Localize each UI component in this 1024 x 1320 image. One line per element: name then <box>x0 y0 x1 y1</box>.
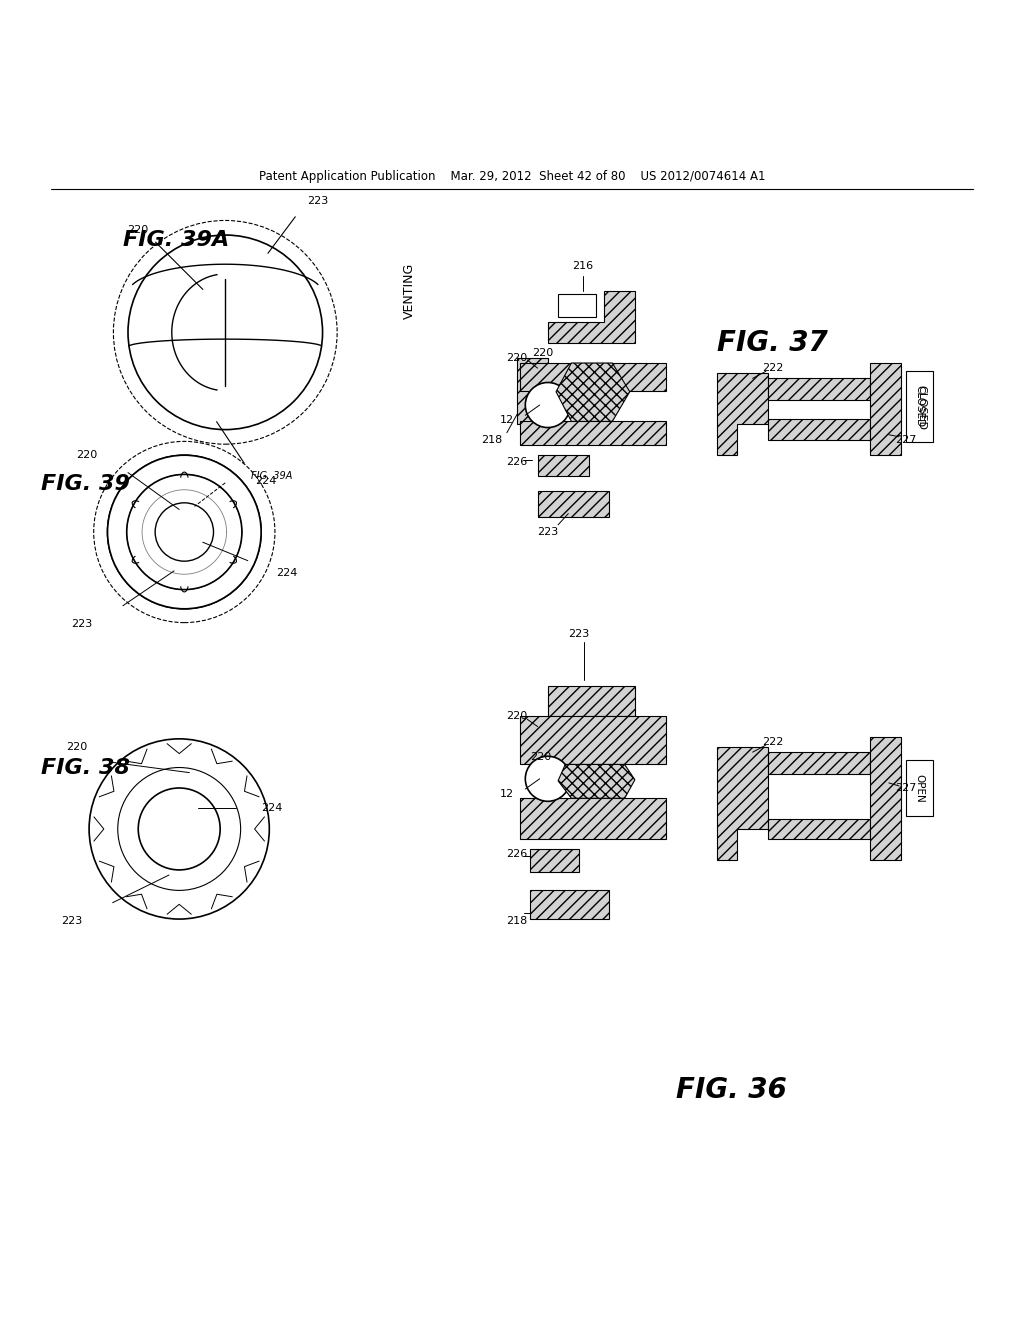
Text: 218: 218 <box>507 916 527 927</box>
Text: 226: 226 <box>507 457 527 467</box>
Circle shape <box>156 503 213 561</box>
Text: FIG. 39: FIG. 39 <box>41 474 130 494</box>
Text: 220: 220 <box>77 450 97 461</box>
Polygon shape <box>530 891 609 919</box>
Polygon shape <box>520 363 666 391</box>
Polygon shape <box>768 379 870 400</box>
Circle shape <box>525 383 570 428</box>
Polygon shape <box>538 491 609 516</box>
Text: 223: 223 <box>61 916 82 927</box>
Text: 216: 216 <box>572 261 593 271</box>
Text: 223: 223 <box>538 527 558 537</box>
Text: CLOSED: CLOSED <box>914 385 925 428</box>
Polygon shape <box>538 455 589 475</box>
Text: VENTING: VENTING <box>403 263 416 319</box>
Polygon shape <box>558 294 596 317</box>
Text: CLOSED: CLOSED <box>916 384 927 429</box>
FancyBboxPatch shape <box>906 371 933 442</box>
Text: FIG. 36: FIG. 36 <box>676 1076 786 1104</box>
Text: 224: 224 <box>256 475 276 486</box>
Text: 220: 220 <box>532 347 553 358</box>
Text: 223: 223 <box>568 630 589 639</box>
Text: 224: 224 <box>261 804 282 813</box>
Text: 220: 220 <box>128 224 148 235</box>
Text: 227: 227 <box>896 434 916 445</box>
Text: 12: 12 <box>500 789 514 799</box>
Polygon shape <box>870 363 901 455</box>
Polygon shape <box>558 764 635 799</box>
Text: 218: 218 <box>481 434 502 445</box>
Polygon shape <box>556 363 630 421</box>
Circle shape <box>138 788 220 870</box>
Text: FIG. 39A: FIG. 39A <box>123 230 229 251</box>
Polygon shape <box>870 737 901 859</box>
Text: 223: 223 <box>307 197 328 206</box>
Text: Patent Application Publication    Mar. 29, 2012  Sheet 42 of 80    US 2012/00746: Patent Application Publication Mar. 29, … <box>259 170 765 183</box>
Polygon shape <box>717 374 768 455</box>
Polygon shape <box>520 717 666 764</box>
Polygon shape <box>717 747 768 859</box>
Polygon shape <box>768 752 870 774</box>
Text: 226: 226 <box>507 849 527 858</box>
Polygon shape <box>530 850 579 873</box>
Polygon shape <box>520 421 666 445</box>
Circle shape <box>128 235 323 429</box>
Text: 224: 224 <box>276 568 297 578</box>
Text: 223: 223 <box>72 619 92 630</box>
Circle shape <box>525 756 570 801</box>
Polygon shape <box>768 420 870 440</box>
Text: 222: 222 <box>763 363 783 374</box>
Text: FIG. 38: FIG. 38 <box>41 758 130 777</box>
Polygon shape <box>548 685 635 717</box>
Text: 220: 220 <box>67 742 87 752</box>
Text: 227: 227 <box>896 783 916 793</box>
Text: 12: 12 <box>500 416 514 425</box>
Polygon shape <box>548 292 635 343</box>
Polygon shape <box>517 358 548 425</box>
FancyBboxPatch shape <box>906 760 933 816</box>
Text: 220: 220 <box>507 352 527 363</box>
Text: 220: 220 <box>507 711 527 721</box>
Polygon shape <box>520 799 666 840</box>
Text: FIG. 37: FIG. 37 <box>717 329 827 356</box>
Text: 222: 222 <box>763 737 783 747</box>
Text: FIG. 39A: FIG. 39A <box>251 471 292 480</box>
Text: 220: 220 <box>530 752 551 762</box>
Circle shape <box>89 739 269 919</box>
Text: OPEN: OPEN <box>914 774 925 803</box>
Polygon shape <box>768 818 870 840</box>
